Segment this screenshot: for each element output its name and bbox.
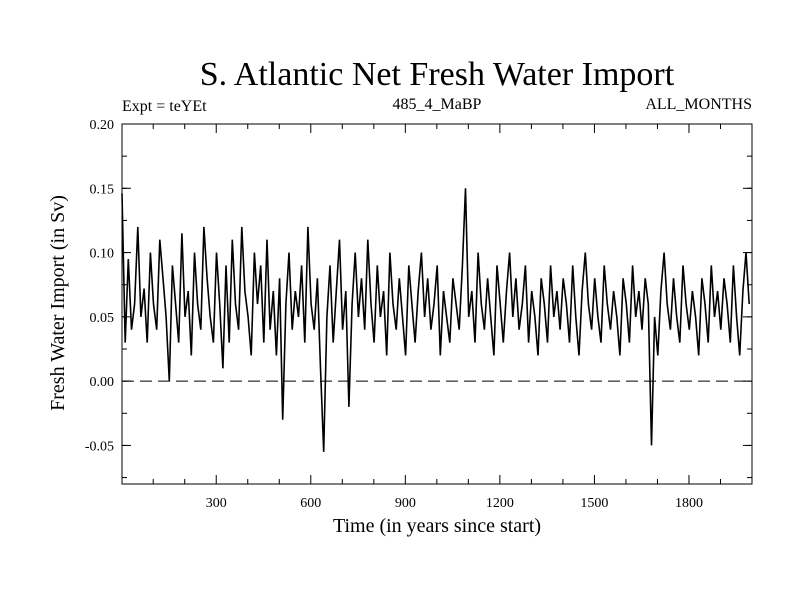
plot-frame [121, 123, 753, 485]
y-tick-label: 0.00 [90, 375, 115, 390]
x-tick-label: 900 [395, 496, 416, 511]
y-tick-label: 0.10 [90, 247, 115, 262]
x-tick-label: 1800 [675, 496, 703, 511]
x-tick-label: 1200 [486, 496, 514, 511]
y-tick-label: 0.20 [90, 118, 115, 133]
y-tick-label: 0.05 [90, 311, 115, 326]
months-label: ALL_MONTHS [645, 96, 752, 113]
chart-title: S. Atlantic Net Fresh Water Import [200, 56, 675, 93]
x-axis-label: Time (in years since start) [333, 515, 541, 537]
x-tick-label: 300 [206, 496, 227, 511]
y-axis-label: Fresh Water Import (in Sv) [47, 195, 69, 411]
data-series-0 [121, 188, 750, 452]
x-tick-label: 1500 [580, 496, 608, 511]
run-label: 485_4_MaBP [393, 96, 482, 113]
plot-area: -0.05 0.00 0.05 0.10 0.15 0.20 300 600 900 1200 15… [85, 118, 753, 511]
y-tick-label: -0.05 [85, 439, 114, 454]
expt-label: Expt = teYEt [122, 98, 207, 115]
y-tick-label: 0.15 [90, 182, 115, 197]
x-tick-label: 600 [300, 496, 321, 511]
